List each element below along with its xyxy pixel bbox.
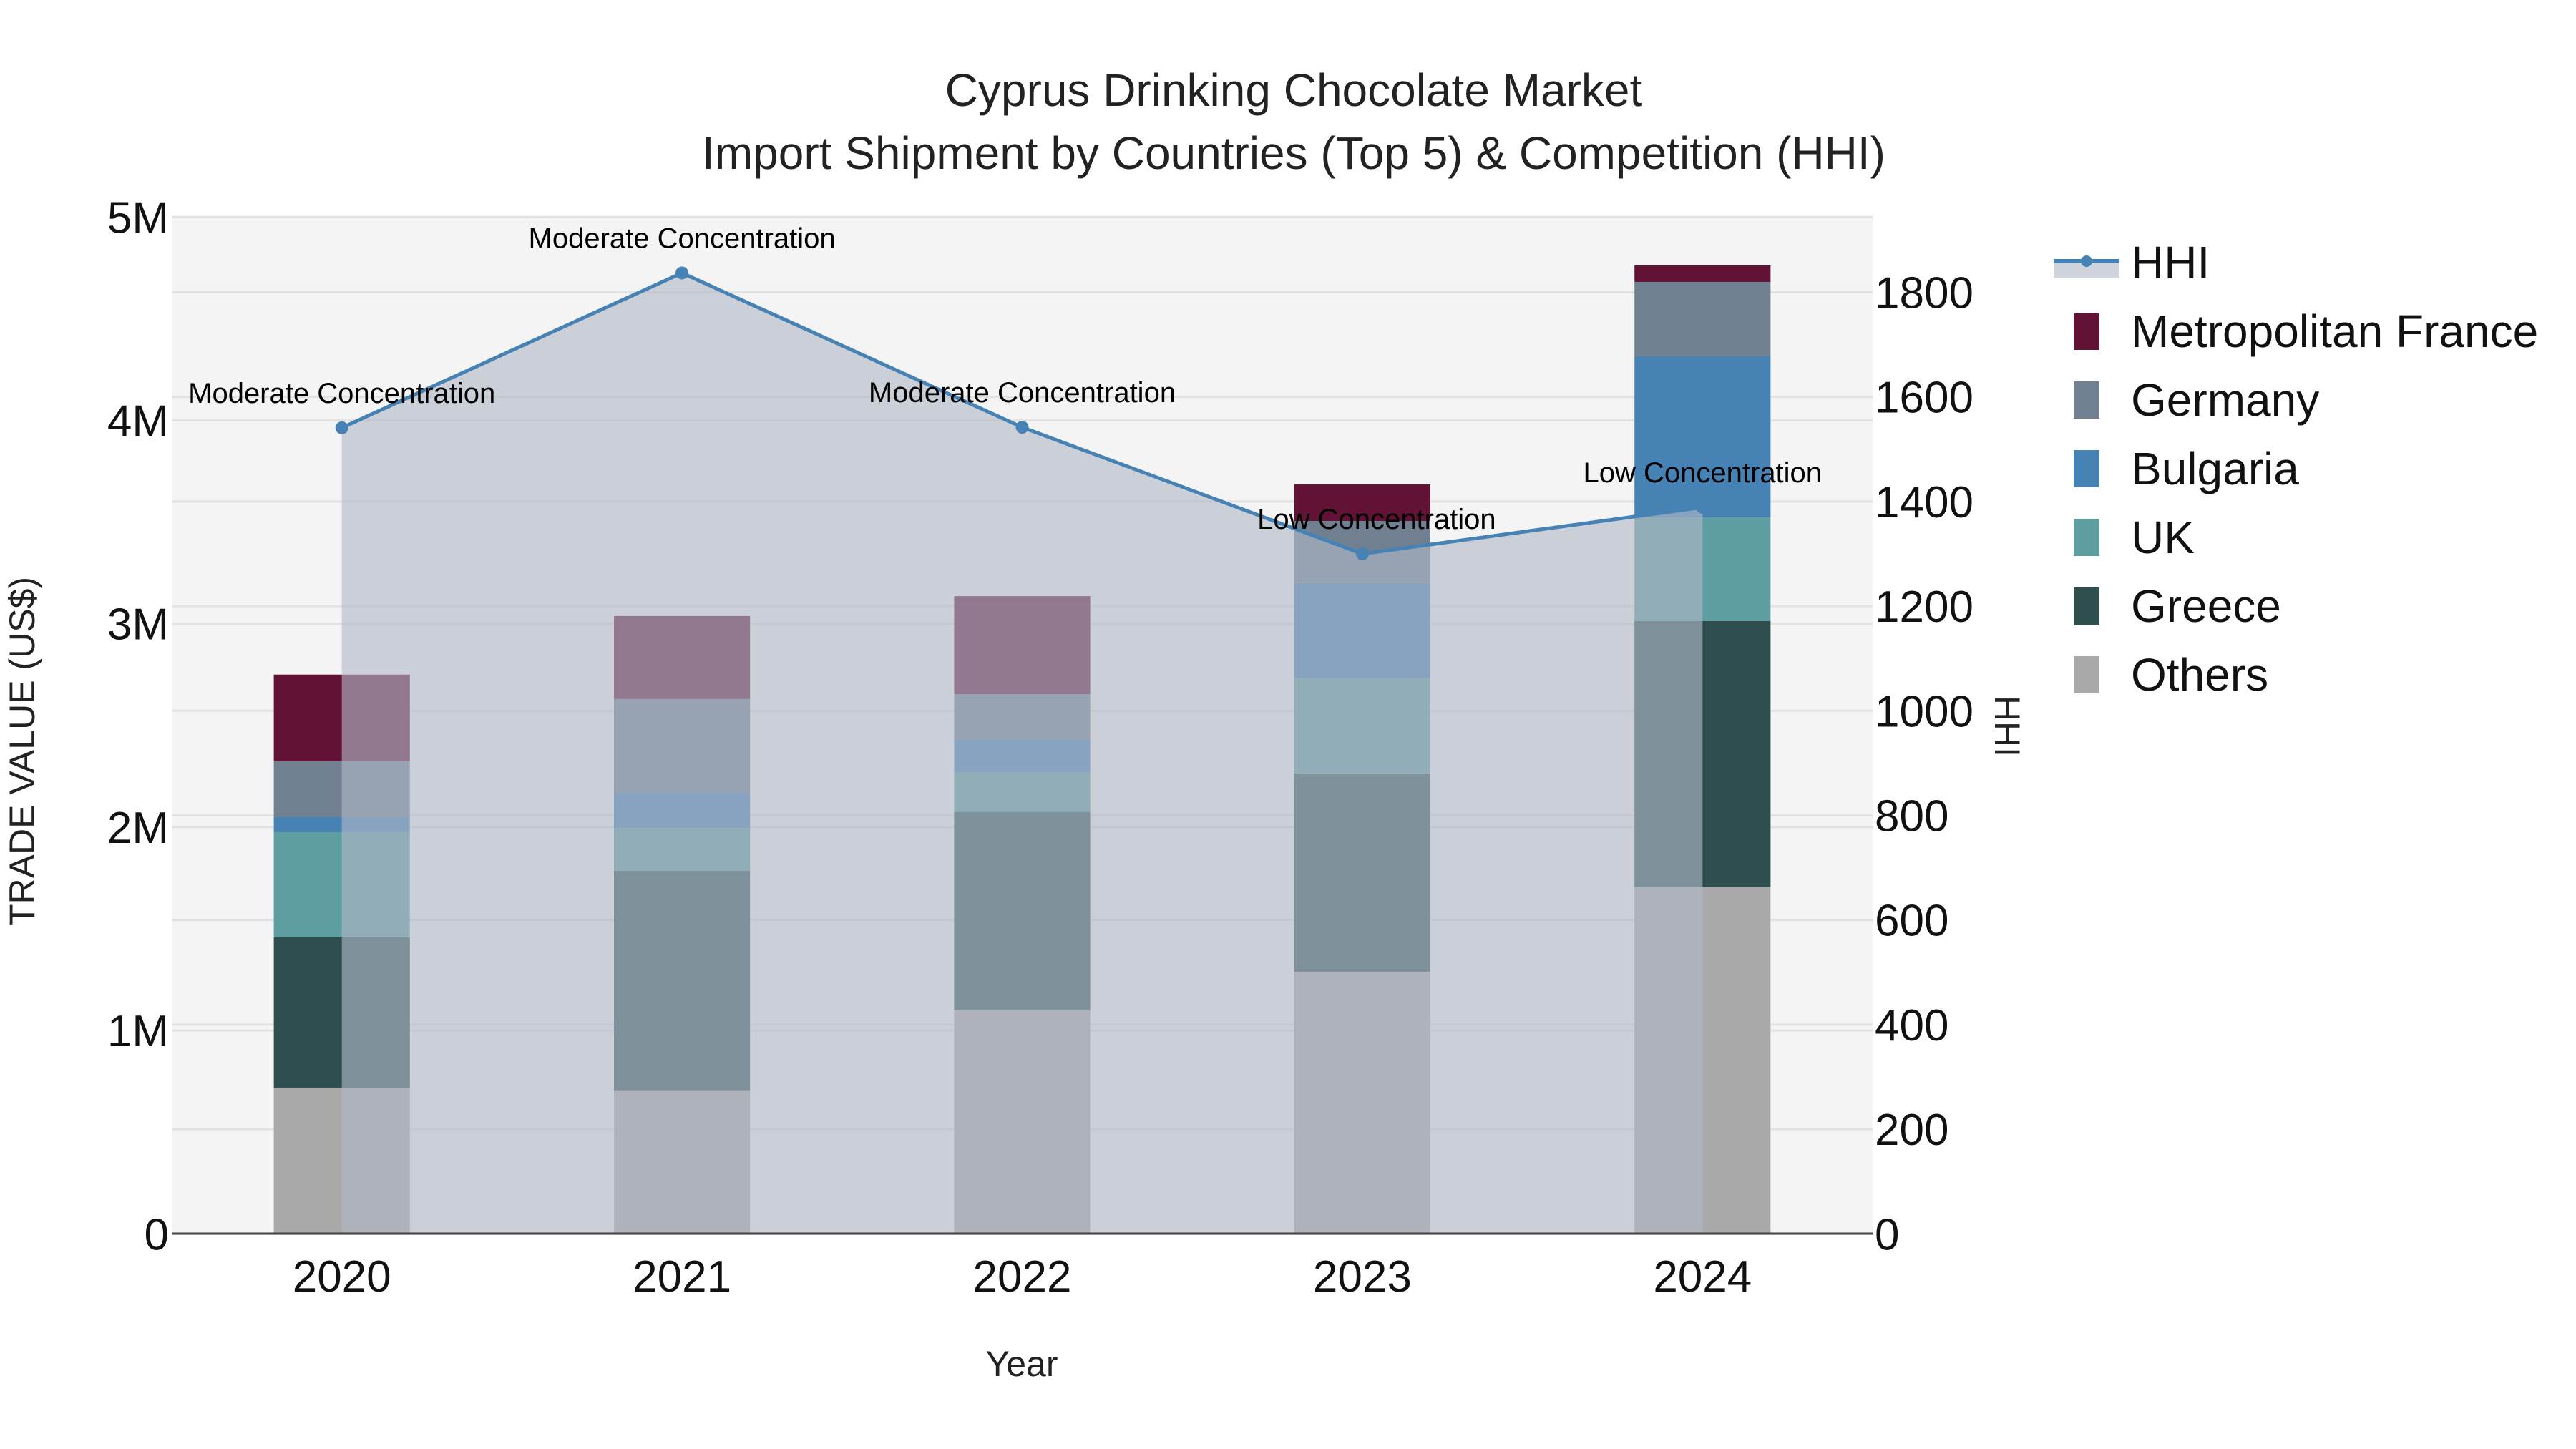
legend-swatch-uk	[2074, 519, 2099, 556]
hhi-annotation-2022: Moderate Concentration	[869, 377, 1176, 409]
x-tick-label: 2021	[633, 1252, 731, 1302]
y2-axis-ticks: 0 200 400 600 800 1000 1200 1400 1600 1800	[1875, 269, 1974, 1260]
y2-tick-label: 200	[1875, 1106, 1948, 1155]
legend-swatch-bulgaria	[2074, 450, 2099, 487]
x-axis-ticks: 2020 2021 2022 2023 2024	[293, 1252, 1752, 1302]
legend-hhi-marker	[2081, 255, 2092, 267]
y-axis-title: TRADE VALUE (US$)	[2, 577, 42, 926]
y2-tick-label: 0	[1875, 1210, 1899, 1259]
hhi-marker-2022	[1015, 421, 1029, 434]
y2-tick-label: 1600	[1875, 374, 1974, 423]
legend-swatch-germany	[2074, 381, 2099, 419]
y2-tick-label: 1800	[1875, 269, 1974, 318]
legend-label-others: Others	[2131, 649, 2268, 701]
bar-metropolitan-france-2024	[1634, 265, 1771, 282]
chart-subtitle: Import Shipment by Countries (Top 5) & C…	[702, 127, 1885, 179]
y2-tick-label: 600	[1875, 897, 1948, 946]
x-tick-label: 2020	[293, 1252, 391, 1302]
y-axis-ticks: 0 1M 2M 3M 4M 5M	[107, 193, 169, 1259]
y-tick-label: 1M	[107, 1007, 169, 1056]
x-axis-title: Year	[985, 1344, 1058, 1384]
y2-tick-label: 400	[1875, 1001, 1948, 1050]
x-tick-label: 2024	[1653, 1252, 1752, 1302]
hhi-series: Moderate Concentration Moderate Concentra…	[188, 223, 1822, 1234]
legend-label-metropolitan-france: Metropolitan France	[2131, 306, 2538, 357]
y-tick-label: 2M	[107, 804, 169, 853]
hhi-annotation-2023: Low Concentration	[1257, 504, 1496, 535]
x-tick-label: 2023	[1313, 1252, 1412, 1302]
bar-bulgaria-2024	[1634, 356, 1771, 518]
y-tick-label: 5M	[107, 193, 169, 243]
hhi-marker-2023	[1355, 547, 1369, 560]
y2-tick-label: 800	[1875, 792, 1948, 841]
y-tick-label: 0	[145, 1210, 169, 1259]
hhi-marker-2024	[1696, 500, 1709, 514]
hhi-marker-2021	[675, 266, 689, 280]
hhi-marker-2020	[335, 421, 348, 434]
legend-label-uk: UK	[2131, 512, 2195, 563]
bar-metropolitan-france-2023	[1294, 484, 1430, 522]
legend-swatch-others	[2074, 656, 2099, 693]
legend-label-greece: Greece	[2131, 580, 2281, 632]
legend-swatch-metropolitan-france	[2074, 313, 2099, 350]
hhi-annotation-2020: Moderate Concentration	[188, 378, 495, 409]
legend-label-bulgaria: Bulgaria	[2131, 443, 2299, 494]
legend: HHI Metropolitan France Germany Bulgaria UK G…	[2054, 237, 2538, 701]
hhi-area	[341, 273, 1703, 1234]
legend-label-hhi: HHI	[2131, 237, 2210, 288]
hhi-annotation-2024: Low Concentration	[1584, 457, 1823, 489]
y2-tick-label: 1000	[1875, 687, 1974, 736]
x-tick-label: 2022	[973, 1252, 1072, 1302]
hhi-annotation-2021: Moderate Concentration	[529, 223, 836, 254]
y2-tick-label: 1400	[1875, 478, 1974, 527]
bar-germany-2024	[1634, 281, 1771, 356]
legend-label-germany: Germany	[2131, 374, 2319, 426]
y2-axis-title: HHI	[1987, 696, 2027, 757]
y2-tick-label: 1200	[1875, 582, 1974, 632]
y-tick-label: 4M	[107, 397, 169, 447]
chart-title: Cyprus Drinking Chocolate Market	[945, 64, 1643, 116]
y-tick-label: 3M	[107, 600, 169, 650]
legend-swatch-greece	[2074, 587, 2099, 625]
